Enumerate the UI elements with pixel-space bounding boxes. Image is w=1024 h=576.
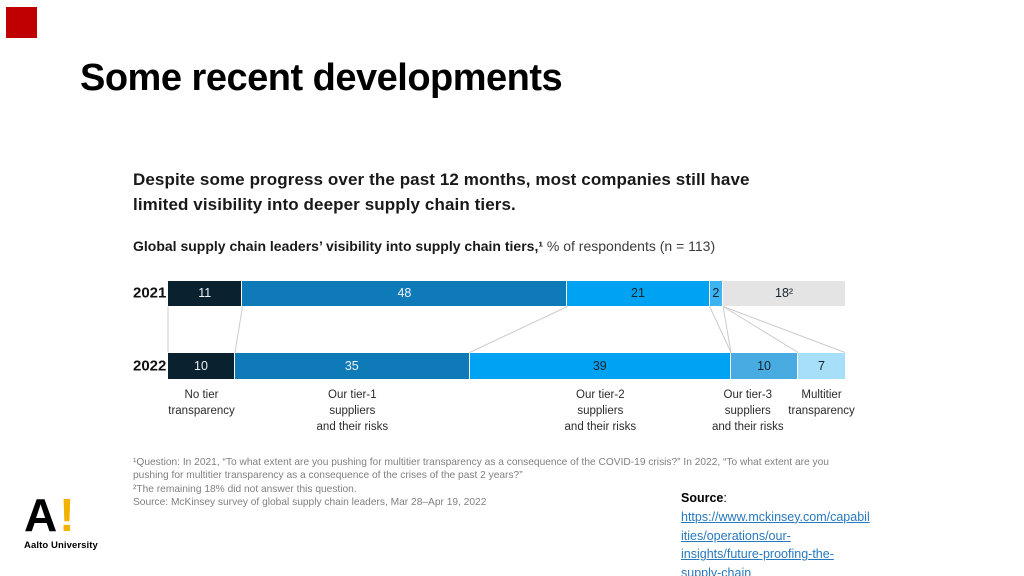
- stacked-bar-2022: 10 35 39 10 7: [168, 352, 845, 379]
- chart-footnotes: ¹Question: In 2021, “To what extent are …: [133, 456, 829, 509]
- bar-segment-2022-1: 35: [235, 352, 470, 379]
- aalto-logo-a: A: [24, 489, 58, 541]
- page-title: Some recent developments: [80, 57, 563, 99]
- bar-segment-2022-0: 10: [168, 352, 236, 379]
- category-label-1: Our tier-1 suppliers and their risks: [316, 388, 389, 433]
- connector-lines: [167, 306, 846, 353]
- aalto-logo-mark: A!: [24, 492, 134, 538]
- source-label: Source: [681, 491, 724, 505]
- year-label-2021: 2021: [133, 284, 167, 302]
- bar-segment-2021-4: 18²: [723, 280, 845, 306]
- bar-row-2022: 2022 10 35 39 10 7: [133, 352, 849, 379]
- bar-segment-2022-3: 10: [731, 352, 799, 379]
- category-label-3: Our tier-3 suppliers and their risks: [712, 388, 784, 433]
- stacked-bar-plot: 2021 11 48 21 2 18² 2022 10 35 39 10 7 No tier trans…: [133, 280, 855, 449]
- source-link[interactable]: https://www.mckinsey.com/capabil ities/o…: [681, 509, 870, 576]
- aalto-logo-exclamation: !: [59, 489, 75, 541]
- red-marker: [6, 7, 37, 38]
- stacked-bar-2021: 11 48 21 2 18²: [168, 280, 845, 306]
- mckinsey-exhibit: Despite some progress over the past 12 m…: [133, 168, 855, 510]
- source-colon: :: [723, 491, 727, 505]
- chart-subtitle-bold: Global supply chain leaders’ visibility …: [133, 237, 543, 254]
- aalto-logo-text: Aalto University: [24, 540, 98, 551]
- chart-subtitle-units: % of respondents (n = 113): [543, 237, 716, 254]
- category-label-2: Our tier-2 suppliers and their risks: [564, 388, 637, 433]
- chart-headline: Despite some progress over the past 12 m…: [133, 170, 750, 214]
- bar-segment-2021-0: 11: [168, 280, 243, 306]
- aalto-logo: A! Aalto University: [24, 492, 134, 551]
- bar-segment-2021-1: 48: [242, 280, 568, 306]
- year-label-2022: 2022: [133, 357, 167, 375]
- bar-row-2021: 2021 11 48 21 2 18²: [133, 280, 849, 306]
- category-label-0: No tier transparency: [168, 388, 235, 417]
- chart-subtitle: Global supply chain leaders’ visibility …: [133, 238, 849, 254]
- category-label-4: Multitier transparency: [788, 388, 855, 417]
- source-label-row: Source:: [681, 489, 881, 508]
- bar-segment-2022-4: 7: [798, 352, 845, 379]
- bar-segment-2022-2: 39: [469, 352, 732, 379]
- bar-segment-2021-2: 21: [567, 280, 710, 306]
- source-block: Source: https://www.mckinsey.com/capabil…: [681, 489, 881, 576]
- bar-segment-2021-3: 2: [709, 280, 724, 306]
